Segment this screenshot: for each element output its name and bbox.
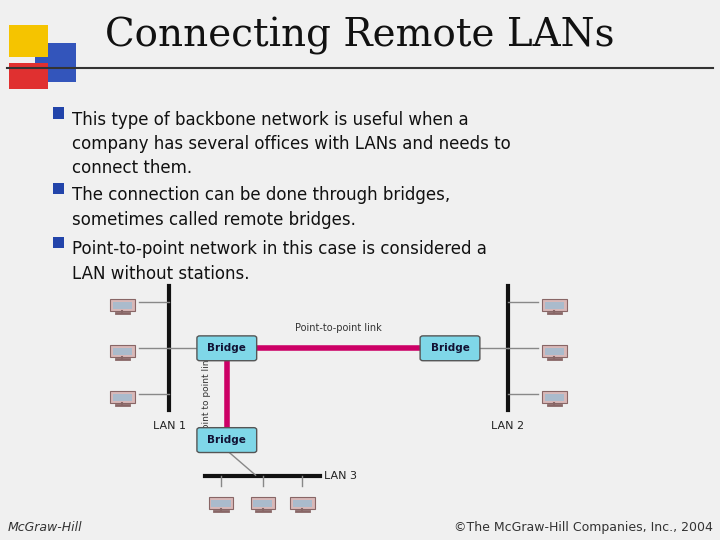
Bar bbox=[9, 63, 48, 89]
Bar bbox=[253, 500, 272, 507]
Text: McGraw-Hill: McGraw-Hill bbox=[7, 521, 82, 534]
Bar bbox=[113, 394, 132, 401]
Bar bbox=[209, 497, 233, 509]
Bar bbox=[212, 500, 230, 507]
Bar bbox=[542, 345, 567, 357]
Bar bbox=[542, 391, 567, 403]
Bar bbox=[293, 500, 312, 507]
Text: The connection can be done through bridges,
sometimes called remote bridges.: The connection can be done through bridg… bbox=[72, 186, 450, 228]
Bar bbox=[542, 299, 567, 311]
Bar bbox=[113, 348, 132, 355]
FancyBboxPatch shape bbox=[420, 336, 480, 361]
Text: Bridge: Bridge bbox=[207, 435, 246, 445]
Text: LAN 3: LAN 3 bbox=[324, 471, 357, 481]
Bar bbox=[545, 348, 564, 355]
FancyBboxPatch shape bbox=[197, 428, 257, 453]
Bar bbox=[110, 345, 135, 357]
Bar bbox=[53, 107, 64, 119]
Text: LAN 1: LAN 1 bbox=[153, 421, 186, 431]
Bar bbox=[9, 25, 48, 57]
FancyBboxPatch shape bbox=[197, 336, 257, 361]
Text: LAN 2: LAN 2 bbox=[491, 421, 524, 431]
Text: Point-to-point link: Point-to-point link bbox=[295, 323, 382, 333]
Bar bbox=[53, 237, 64, 248]
Bar bbox=[110, 391, 135, 403]
Bar bbox=[113, 302, 132, 309]
Bar bbox=[251, 497, 275, 509]
Text: Point to point link: Point to point link bbox=[202, 354, 211, 434]
Text: Connecting Remote LANs: Connecting Remote LANs bbox=[105, 17, 615, 55]
Bar bbox=[110, 299, 135, 311]
Text: Bridge: Bridge bbox=[431, 343, 469, 353]
Text: ©The McGraw-Hill Companies, Inc., 2004: ©The McGraw-Hill Companies, Inc., 2004 bbox=[454, 521, 713, 534]
Bar bbox=[545, 394, 564, 401]
Bar bbox=[53, 183, 64, 194]
Bar bbox=[290, 497, 315, 509]
Text: Bridge: Bridge bbox=[207, 343, 246, 353]
Bar bbox=[35, 43, 76, 82]
Text: Point-to-point network in this case is considered a
LAN without stations.: Point-to-point network in this case is c… bbox=[72, 240, 487, 282]
Bar bbox=[545, 302, 564, 309]
Text: This type of backbone network is useful when a
company has several offices with : This type of backbone network is useful … bbox=[72, 111, 510, 177]
